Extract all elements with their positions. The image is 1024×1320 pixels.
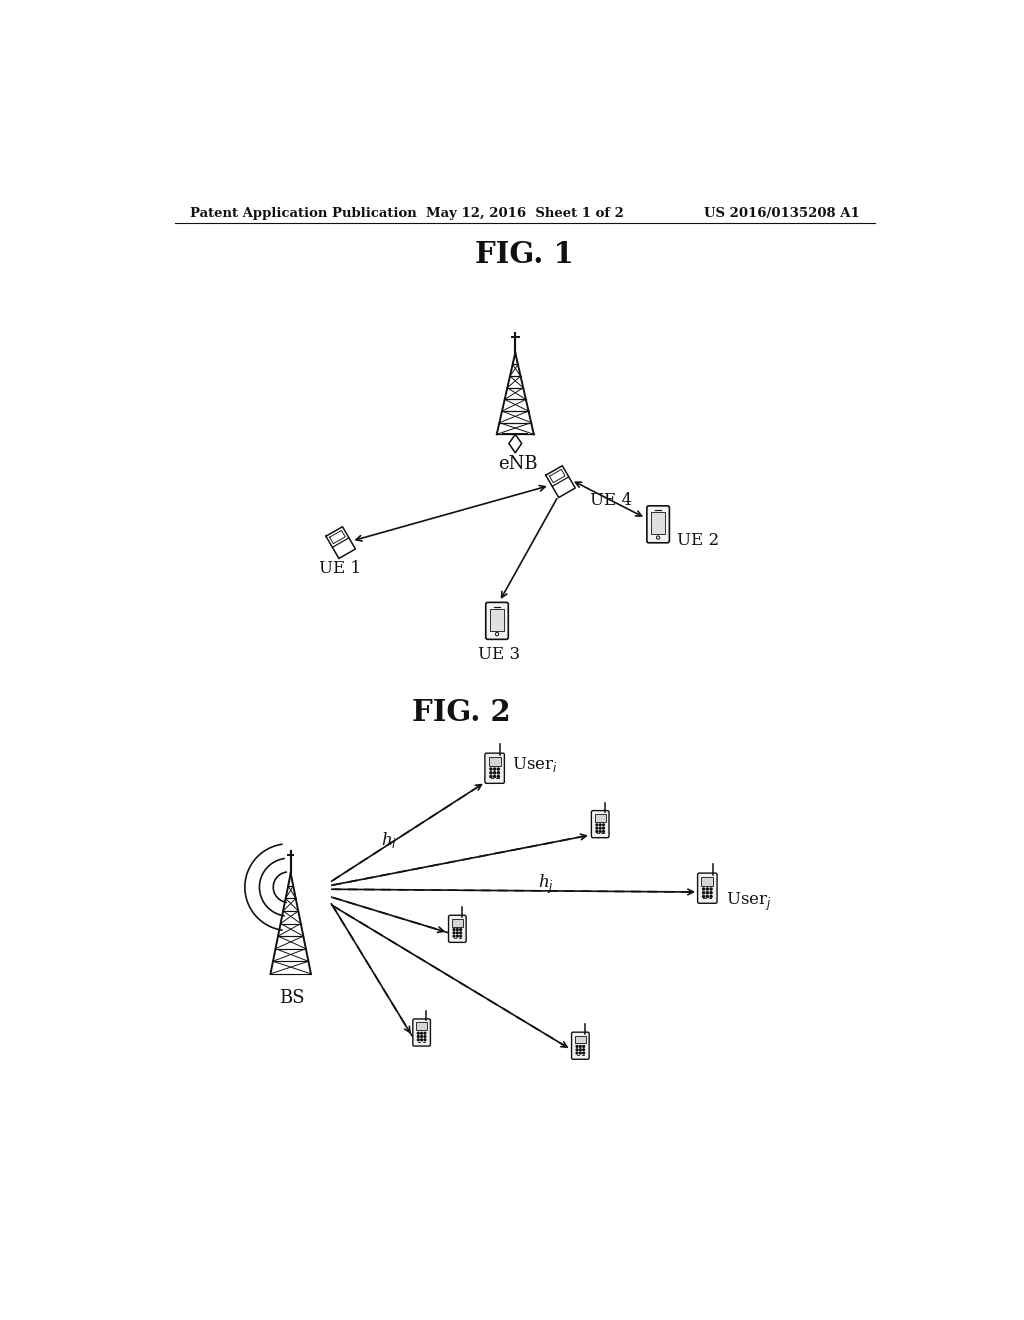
Circle shape (710, 895, 712, 898)
Circle shape (602, 830, 604, 833)
Circle shape (494, 768, 496, 770)
Bar (452, 919, 463, 927)
Circle shape (596, 830, 598, 833)
Circle shape (577, 1052, 578, 1053)
Circle shape (489, 768, 492, 770)
Circle shape (702, 892, 705, 894)
Circle shape (596, 824, 598, 826)
Text: UE 2: UE 2 (677, 532, 719, 549)
Circle shape (580, 1045, 582, 1047)
Circle shape (702, 895, 705, 898)
Circle shape (457, 929, 459, 931)
FancyBboxPatch shape (647, 506, 670, 543)
Circle shape (498, 772, 500, 774)
Circle shape (421, 1039, 423, 1040)
FancyBboxPatch shape (485, 754, 505, 783)
Text: May 12, 2016  Sheet 1 of 2: May 12, 2016 Sheet 1 of 2 (426, 207, 624, 220)
Bar (595, 814, 605, 822)
FancyBboxPatch shape (449, 915, 466, 942)
Circle shape (707, 892, 709, 894)
Text: User$_j$: User$_j$ (726, 891, 772, 913)
Text: FIG. 2: FIG. 2 (412, 698, 511, 727)
Text: FIG. 1: FIG. 1 (475, 240, 574, 269)
Circle shape (424, 1039, 426, 1040)
Circle shape (602, 824, 604, 826)
Circle shape (710, 888, 712, 890)
Circle shape (602, 828, 604, 829)
Bar (416, 1022, 427, 1030)
Circle shape (707, 895, 709, 898)
Circle shape (577, 1049, 578, 1051)
Circle shape (599, 828, 601, 829)
Text: US 2016/0135208 A1: US 2016/0135208 A1 (703, 207, 859, 220)
Circle shape (580, 1052, 582, 1053)
Circle shape (489, 772, 492, 774)
Circle shape (453, 929, 455, 931)
Bar (651, 512, 666, 535)
Circle shape (418, 1032, 419, 1034)
Text: Patent Application Publication: Patent Application Publication (190, 207, 417, 220)
Circle shape (457, 932, 459, 933)
Circle shape (424, 1032, 426, 1034)
Circle shape (421, 1036, 423, 1038)
Circle shape (583, 1049, 585, 1051)
Circle shape (424, 1036, 426, 1038)
FancyBboxPatch shape (485, 602, 508, 639)
Text: BS: BS (280, 990, 305, 1007)
FancyBboxPatch shape (571, 1032, 589, 1059)
Text: UE 1: UE 1 (319, 560, 361, 577)
Circle shape (498, 775, 500, 777)
Circle shape (453, 932, 455, 933)
Text: h$_j$: h$_j$ (538, 873, 554, 896)
Circle shape (583, 1052, 585, 1053)
Circle shape (599, 830, 601, 833)
Bar (701, 876, 714, 886)
Circle shape (707, 888, 709, 890)
Circle shape (421, 1032, 423, 1034)
Text: User$_i$: User$_i$ (512, 755, 557, 774)
Circle shape (498, 768, 500, 770)
Circle shape (577, 1045, 578, 1047)
Circle shape (580, 1049, 582, 1051)
Text: h$_i$: h$_i$ (381, 829, 397, 850)
Circle shape (596, 828, 598, 829)
Circle shape (457, 936, 459, 937)
Text: UE 4: UE 4 (590, 492, 632, 510)
Circle shape (453, 936, 455, 937)
Circle shape (460, 936, 462, 937)
FancyBboxPatch shape (413, 1019, 430, 1045)
Circle shape (702, 888, 705, 890)
Bar (574, 1035, 586, 1043)
Circle shape (494, 775, 496, 777)
Bar (490, 609, 504, 631)
Text: UE 3: UE 3 (478, 645, 520, 663)
Circle shape (460, 932, 462, 933)
Text: eNB: eNB (498, 455, 538, 474)
Circle shape (460, 929, 462, 931)
Circle shape (418, 1039, 419, 1040)
Circle shape (489, 775, 492, 777)
FancyBboxPatch shape (592, 810, 609, 838)
Circle shape (710, 892, 712, 894)
Circle shape (418, 1036, 419, 1038)
Circle shape (494, 772, 496, 774)
Bar (488, 756, 501, 766)
Circle shape (583, 1045, 585, 1047)
FancyBboxPatch shape (697, 873, 717, 903)
Circle shape (599, 824, 601, 826)
